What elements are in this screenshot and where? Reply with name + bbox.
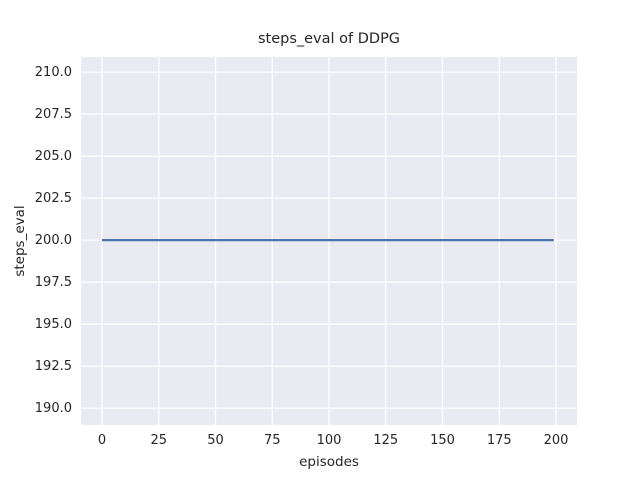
x-tick-label: 50 [207,433,224,448]
y-tick-label: 195.0 [34,316,72,332]
y-tick-label: 210.0 [34,64,72,80]
y-tick-label: 207.5 [34,106,72,122]
y-tick-label: 190.0 [34,400,72,416]
y-tick-label: 205.0 [34,148,72,164]
y-tick-label: 200.0 [34,232,72,248]
x-tick-label: 0 [97,433,107,448]
x-tick-label: 200 [543,433,569,448]
x-tick-label: 150 [430,433,455,448]
x-tick-label: 175 [486,433,512,448]
x-tick-label: 125 [373,433,399,448]
x-tick-label: 75 [263,433,281,448]
y-tick-label: 192.5 [34,358,72,374]
x-tick-label: 25 [150,433,168,448]
y-tick-label: 197.5 [34,274,72,290]
x-axis-label: episodes [299,454,359,470]
x-tick-label: 100 [316,433,342,448]
plot-area [81,57,577,425]
chart-title: steps_eval of DDPG [257,31,401,47]
y-tick-label: 202.5 [34,190,72,206]
plot-canvas [81,57,577,425]
